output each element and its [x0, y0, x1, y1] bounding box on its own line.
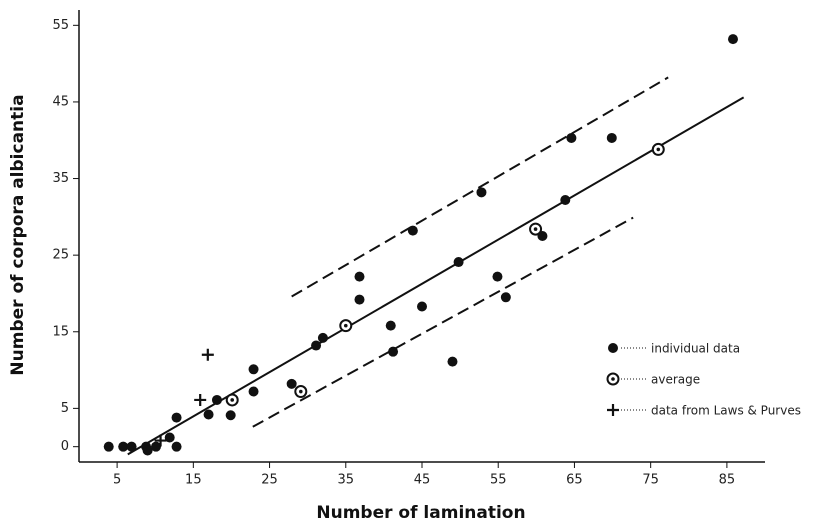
y-tick-label: 25: [52, 248, 69, 263]
y-tick-label: 55: [52, 18, 69, 33]
y-tick-label: 15: [52, 324, 69, 339]
point-center: [534, 227, 538, 231]
x-tick-label: 85: [719, 473, 736, 488]
point: [560, 195, 570, 205]
point: [492, 272, 502, 282]
point-center: [230, 398, 234, 402]
x-axis-title: Number of lamination: [316, 503, 525, 523]
point: [728, 34, 738, 44]
point: [104, 442, 114, 452]
band-line: [292, 77, 669, 296]
legend-label: data from Laws & Purves: [651, 404, 801, 418]
band-line: [253, 218, 633, 427]
x-tick-label: 75: [642, 473, 659, 488]
point: [417, 301, 427, 311]
x-tick-label: 45: [414, 473, 431, 488]
point: [212, 395, 222, 405]
point: [202, 349, 214, 361]
point-center: [611, 377, 615, 381]
point: [388, 347, 398, 357]
point: [476, 187, 486, 197]
point: [311, 341, 321, 351]
point-center: [656, 148, 660, 152]
x-tick-label: 55: [490, 473, 507, 488]
point: [226, 410, 236, 420]
legend-label: average: [651, 373, 700, 387]
point: [386, 321, 396, 331]
point: [408, 226, 418, 236]
legend-marker: [608, 343, 618, 353]
y-tick-label: 45: [52, 94, 69, 109]
legend-label: individual data: [651, 342, 740, 356]
point: [204, 410, 214, 420]
point: [454, 257, 464, 267]
point: [172, 442, 182, 452]
legend-marker: [607, 404, 619, 416]
point: [249, 387, 259, 397]
point: [127, 442, 137, 452]
point: [287, 379, 297, 389]
y-tick-label: 35: [52, 171, 69, 186]
point: [607, 133, 617, 143]
point-center: [344, 324, 348, 328]
y-tick-label: 0: [61, 439, 69, 454]
point: [172, 413, 182, 423]
point: [354, 295, 364, 305]
point-center: [299, 390, 303, 394]
point: [447, 357, 457, 367]
point: [318, 333, 328, 343]
chart: Number of lamination Number of corpora a…: [0, 0, 819, 526]
point: [249, 364, 259, 374]
x-tick-label: 65: [566, 473, 583, 488]
point: [354, 272, 364, 282]
point: [566, 133, 576, 143]
point: [501, 292, 511, 302]
x-tick-label: 5: [113, 473, 121, 488]
point: [194, 394, 206, 406]
y-axis-title: Number of corpora albicantia: [8, 94, 28, 375]
x-tick-label: 35: [338, 473, 355, 488]
x-tick-label: 15: [185, 473, 202, 488]
y-tick-label: 5: [61, 401, 69, 416]
x-tick-label: 25: [261, 473, 278, 488]
